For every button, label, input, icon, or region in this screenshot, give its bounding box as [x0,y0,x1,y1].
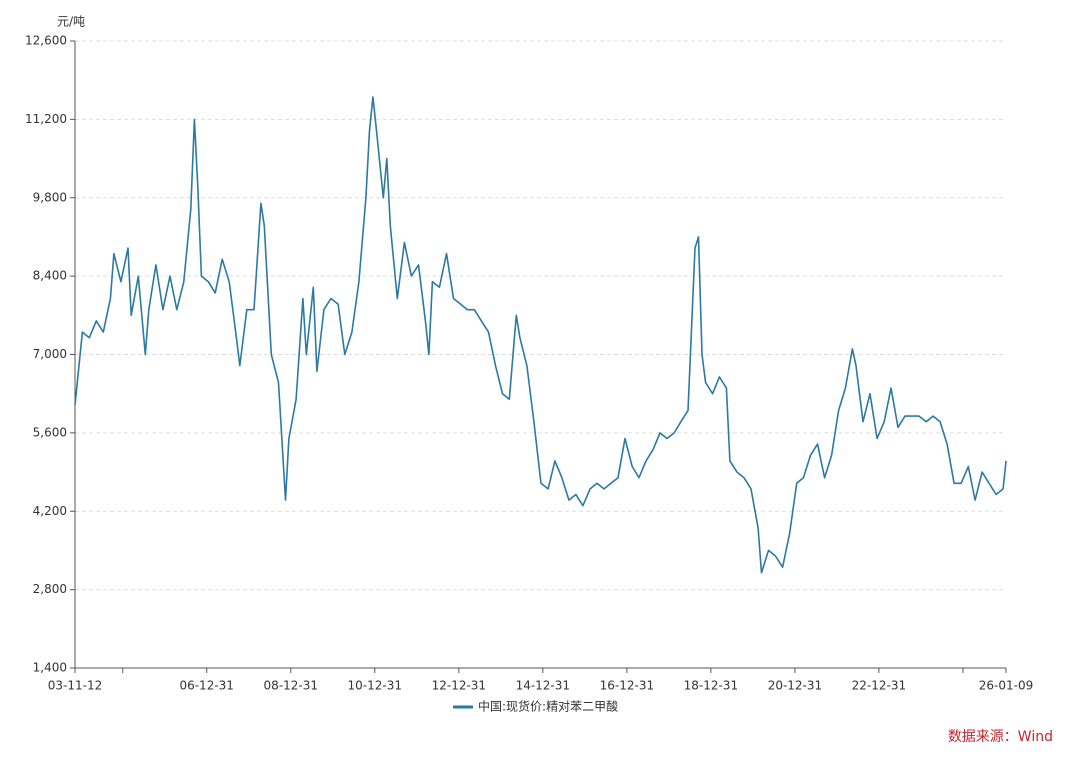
x-tick-label: 12-12-31 [432,679,486,693]
y-tick-label: 12,600 [25,34,67,48]
x-tick-label: 22-12-31 [852,679,906,693]
y-tick-label: 4,200 [33,504,67,518]
x-tick-label: 16-12-31 [600,679,654,693]
legend-label: 中国:现货价:精对苯二甲酸 [478,699,618,714]
y-tick-label: 2,800 [33,582,67,596]
x-tick-label: 10-12-31 [348,679,402,693]
y-tick-label: 8,400 [33,269,67,283]
y-unit: 元/吨 [57,15,85,29]
y-tick-label: 7,000 [33,347,67,361]
x-tick-label: 26-01-09 [979,679,1033,693]
source: 数据来源：Wind [948,729,1053,745]
series-line [74,96,1007,574]
y-tick-label: 1,400 [33,661,67,675]
y-tick-label: 11,200 [25,112,67,126]
x-tick-label: 14-12-31 [516,679,570,693]
y-tick-label: 5,600 [33,425,67,439]
x-tick-label: 08-12-31 [264,679,318,693]
x-tick-label: 18-12-31 [684,679,738,693]
y-tick-label: 9,800 [33,190,67,204]
x-tick-label: 06-12-31 [179,679,233,693]
x-tick-label: 20-12-31 [768,679,822,693]
x-tick-label: 03-11-12 [48,679,102,693]
